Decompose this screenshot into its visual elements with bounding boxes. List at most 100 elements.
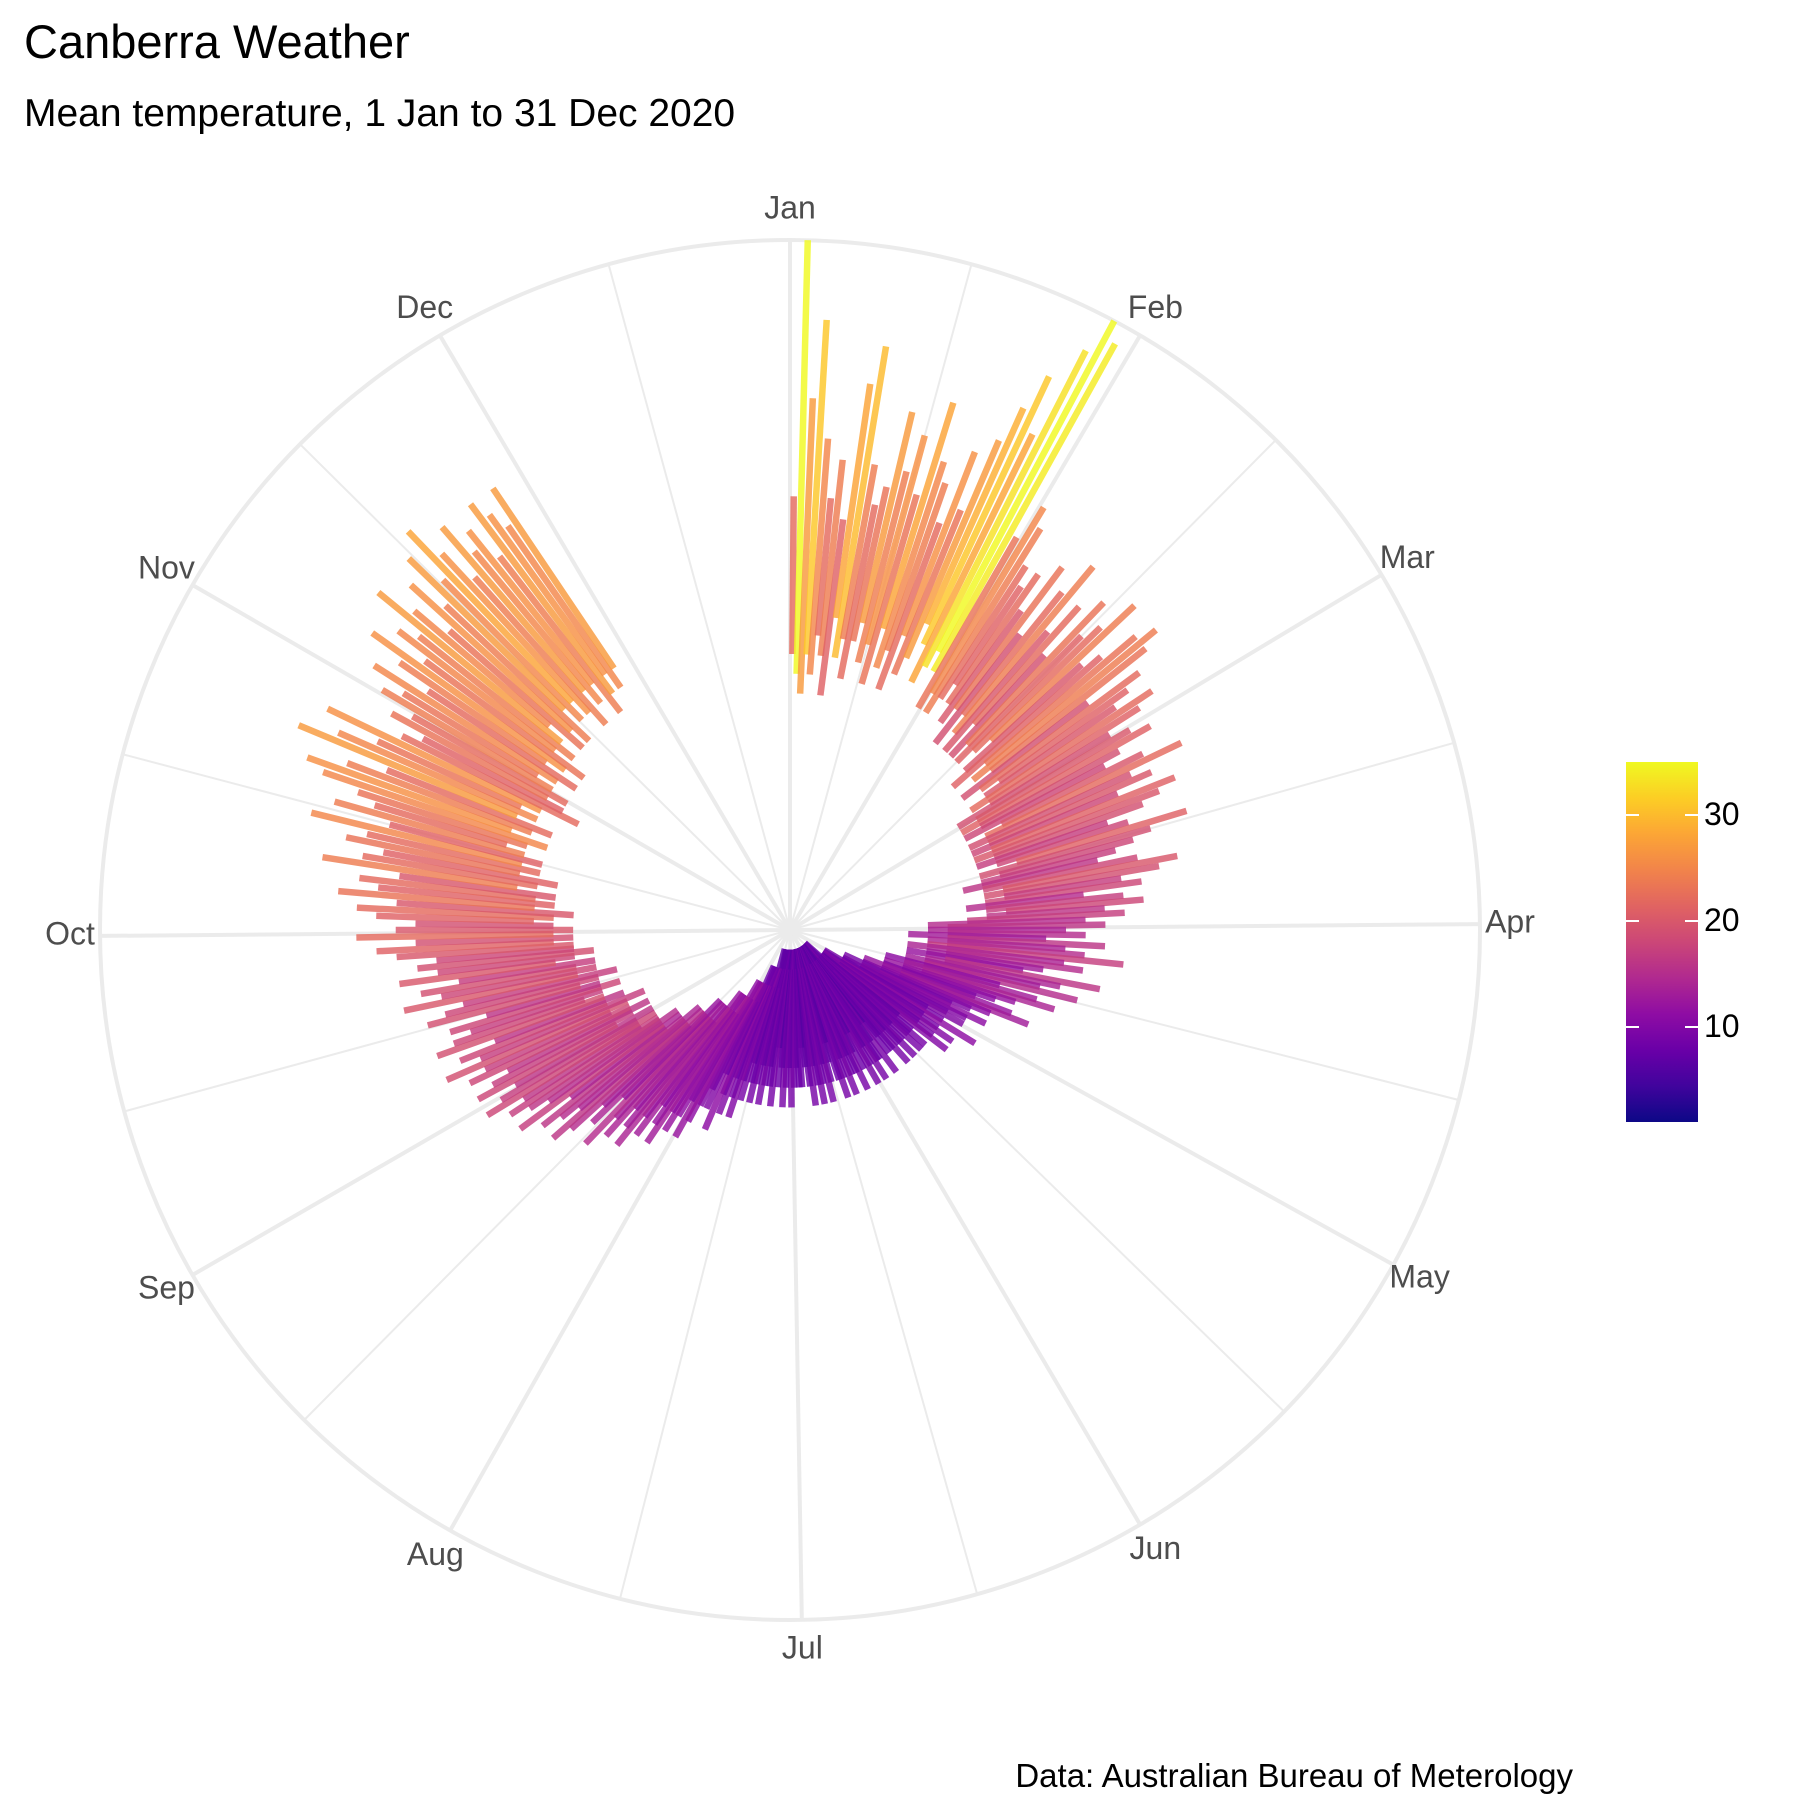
- temperature-bar: [930, 342, 1118, 673]
- color-legend-gradient: [1626, 762, 1698, 1122]
- temperature-bar: [306, 754, 513, 834]
- temperature-bar: [806, 438, 832, 675]
- temperature-bar: [499, 1017, 639, 1103]
- temperature-bar: [396, 628, 557, 754]
- temperature-bar: [967, 771, 1132, 851]
- temperature-bar: [973, 787, 1161, 864]
- temperature-bar: [390, 710, 550, 802]
- temperature-bar: [814, 497, 835, 636]
- temperature-bar: [839, 463, 879, 640]
- temperature-bar: [405, 529, 575, 705]
- temperature-bar: [333, 798, 526, 859]
- temperature-bar: [1015, 807, 1188, 866]
- chart-grid: [98, 238, 1482, 1622]
- temperature-bar: [975, 727, 1132, 823]
- temperature-bar: [400, 733, 580, 828]
- temperature-bar: [403, 971, 579, 1014]
- chart-title: Canberra Weather: [24, 15, 410, 68]
- temperature-bar: [396, 941, 574, 961]
- temperature-bar: [468, 1003, 632, 1087]
- temperature-bar: [376, 738, 523, 810]
- month-labels: Jan Feb Mar Apr May Jun Jul Aug Sep Oct Nov Dec: [45, 189, 1535, 1665]
- temperature-bar: [472, 575, 609, 727]
- temperature-bar: [426, 982, 582, 1029]
- temperature-bar: [920, 375, 1053, 646]
- temperature-bar: [345, 834, 521, 877]
- temperature-bar: [929, 505, 1047, 696]
- temperature-bar: [486, 512, 608, 677]
- temperature-bar: [942, 629, 1051, 754]
- temperature-bars: [297, 240, 1188, 1147]
- chart-caption: Data: Australian Bureau of Meterology: [1015, 1757, 1573, 1794]
- temperature-bar: [491, 1009, 635, 1088]
- temperature-bar: [357, 789, 529, 850]
- temperature-bar: [832, 383, 874, 619]
- temperature-bar: [362, 852, 539, 890]
- temperature-bar: [983, 862, 1160, 900]
- temperature-bar: [890, 508, 964, 676]
- temperature-bar: [437, 952, 576, 976]
- temperature-bar: [479, 987, 646, 1062]
- temperature-bar: [337, 729, 539, 823]
- temperature-bar: [493, 989, 626, 1045]
- chart-subtitle: Mean temperature, 1 Jan to 31 Dec 2020: [24, 92, 736, 135]
- temperature-bar: [376, 912, 534, 925]
- temperature-bar: [359, 874, 536, 903]
- temperature-bar: [962, 662, 1084, 774]
- temperature-bar: [983, 634, 1138, 767]
- temperature-bar: [388, 821, 543, 868]
- temperature-bar: [983, 704, 1118, 799]
- month-label-jan: Jan: [764, 189, 816, 225]
- temperature-bar: [421, 735, 565, 815]
- temperature-bar: [967, 909, 1125, 925]
- temperature-bar: [372, 662, 559, 785]
- temperature-bar: [937, 564, 1029, 701]
- temperature-bar: [923, 406, 1027, 626]
- temperature-bar: [1002, 852, 1178, 893]
- temperature-bar: [880, 401, 957, 630]
- temperature-bar: [373, 802, 508, 849]
- temperature-bar: [397, 659, 548, 766]
- temperature-bar: [436, 993, 606, 1060]
- temperature-bar: [440, 577, 585, 723]
- temperature-bar: [346, 760, 533, 836]
- temperature-bar: [984, 739, 1183, 840]
- temperature-bar: [987, 705, 1142, 806]
- temperature-bar: [986, 905, 1105, 920]
- temperature-bar: [796, 398, 817, 694]
- month-label-dec: Dec: [396, 289, 453, 325]
- temperature-bar: [884, 482, 949, 652]
- legend-tick-mark: [1626, 1025, 1639, 1028]
- legend-tick-label: 10: [1704, 1007, 1740, 1044]
- temperature-bar: [859, 411, 916, 624]
- temperature-bar: [831, 345, 890, 659]
- temperature-bar: [922, 526, 1044, 715]
- temperature-bar: [1005, 896, 1144, 915]
- temperature-bar: [496, 554, 624, 715]
- month-label-aug: Aug: [407, 1536, 464, 1572]
- temperature-bar: [951, 564, 1096, 736]
- temperature-bar: [971, 604, 1082, 727]
- temperature-bar: [962, 857, 1099, 894]
- temperature-bar: [803, 319, 830, 655]
- temperature-bar: [817, 519, 847, 696]
- temperature-bar: [436, 945, 575, 964]
- temperature-bar: [410, 713, 569, 807]
- temperature-bar: [964, 600, 1107, 748]
- month-label-nov: Nov: [138, 549, 195, 585]
- temperature-bar: [398, 959, 557, 988]
- temperature-bar: [988, 646, 1148, 774]
- temperature-bar: [953, 565, 1065, 712]
- temperature-bar: [356, 904, 554, 922]
- temperature-bar: [921, 349, 1089, 669]
- temperature-bar: [452, 996, 586, 1047]
- temperature-bar: [978, 825, 1152, 880]
- temperature-bar: [900, 450, 978, 637]
- temperature-bar: [458, 957, 596, 985]
- temperature-bar: [935, 319, 1118, 654]
- temperature-bar: [370, 630, 567, 773]
- temperature-bar: [322, 769, 549, 851]
- temperature-bar: [465, 528, 595, 687]
- temperature-bar: [959, 723, 1152, 836]
- temperature-bar: [987, 769, 1153, 847]
